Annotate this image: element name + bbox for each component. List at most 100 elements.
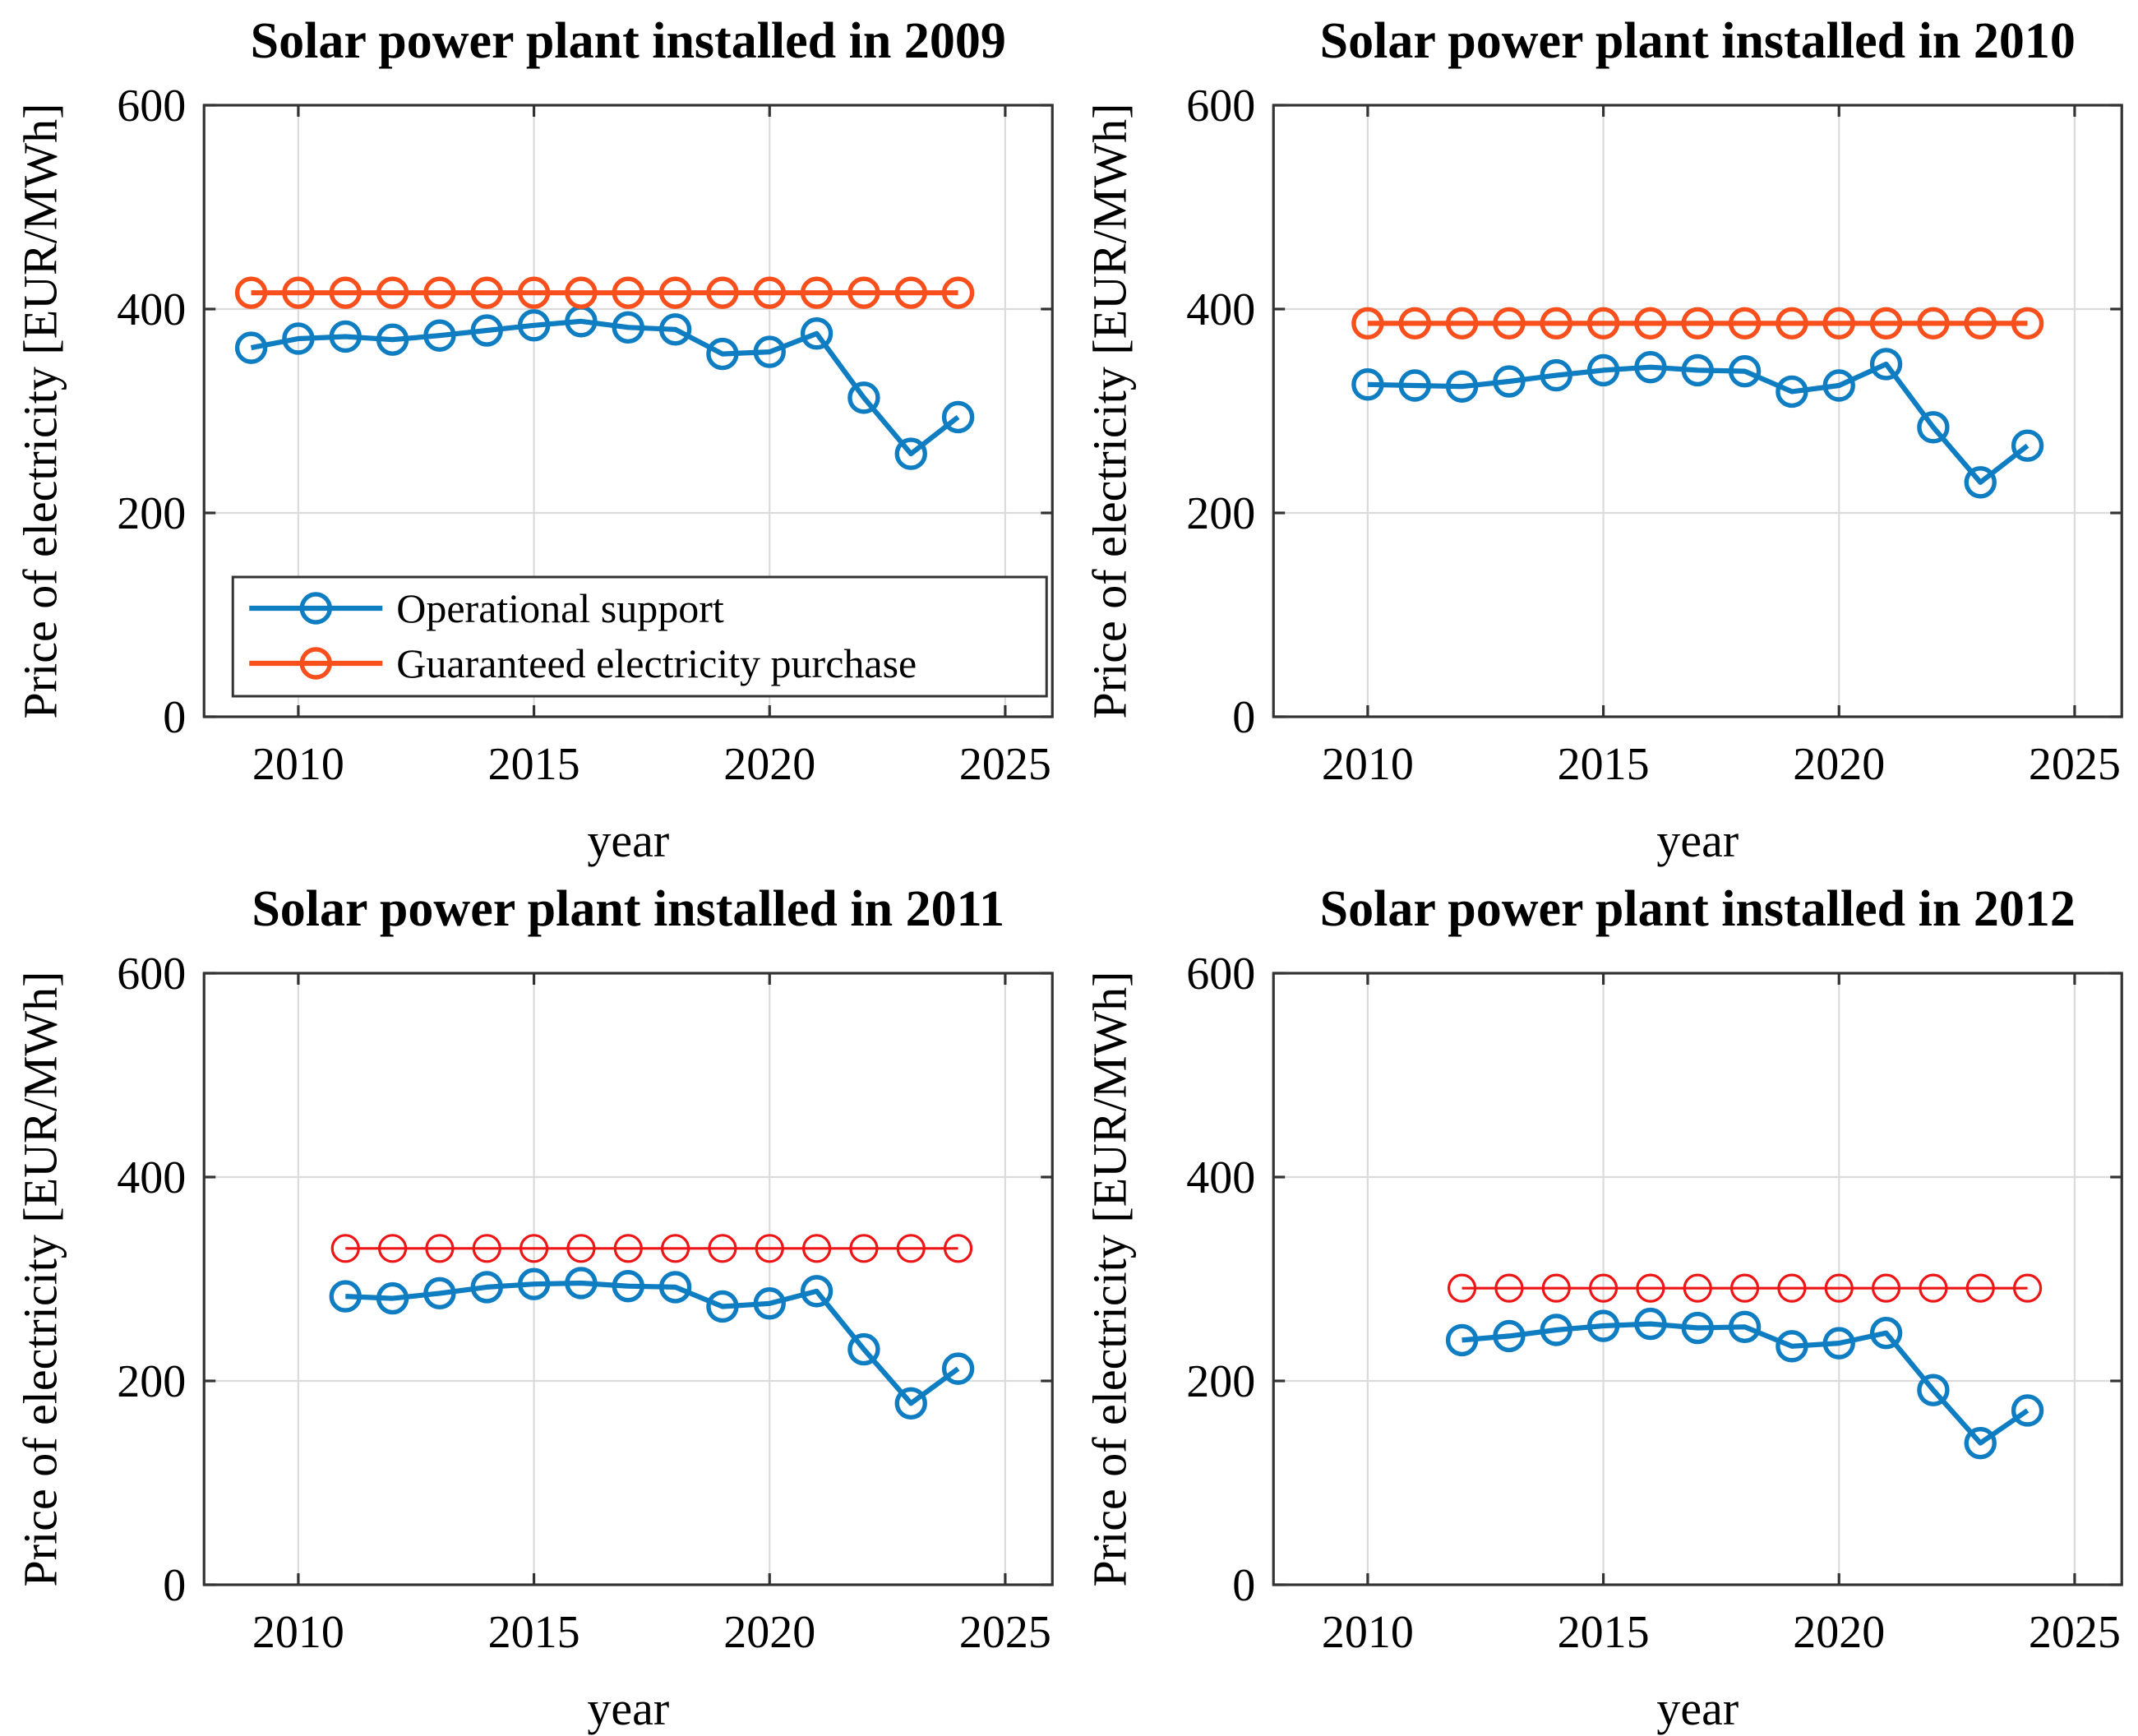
x-tick-label: 2020 xyxy=(723,1607,815,1658)
series-marker-guaranteed xyxy=(753,276,786,309)
y-tick-label: 600 xyxy=(117,81,186,132)
series-marker-operational xyxy=(282,322,315,355)
x-tick-label: 2015 xyxy=(1557,1607,1649,1658)
series-marker-guaranteed xyxy=(1541,1273,1571,1303)
series-marker-operational xyxy=(1916,1374,1950,1406)
series-marker-operational xyxy=(423,319,456,352)
series-marker-guaranteed xyxy=(1494,1273,1524,1303)
series-marker-operational xyxy=(1633,1307,1667,1341)
series-marker-operational xyxy=(1586,1309,1619,1342)
series-marker-operational xyxy=(1775,375,1808,409)
series-marker-operational xyxy=(941,400,975,434)
series-marker-operational xyxy=(658,1271,692,1304)
series-marker-operational xyxy=(234,331,268,364)
series-marker-guaranteed xyxy=(755,1234,784,1263)
y-tick-label: 0 xyxy=(163,692,186,743)
series-marker-guaranteed xyxy=(565,276,598,309)
series-marker-operational xyxy=(2011,429,2043,462)
series-marker-operational xyxy=(1540,1314,1572,1346)
series-marker-operational xyxy=(847,1332,880,1366)
chart-title: Solar power plant installed in 2010 xyxy=(1319,13,2075,69)
series-marker-operational xyxy=(658,313,692,346)
series-marker-operational xyxy=(1869,1317,1902,1350)
series-marker-operational xyxy=(1822,1327,1855,1360)
series-marker-guaranteed xyxy=(706,276,739,309)
series-marker-guaranteed xyxy=(330,1234,360,1263)
series-marker-operational xyxy=(1540,358,1572,392)
series-marker-guaranteed xyxy=(1351,307,1384,340)
series-marker-guaranteed xyxy=(896,1234,926,1263)
x-tick-label: 2025 xyxy=(2028,1607,2120,1658)
x-tick-label: 2020 xyxy=(1793,1607,1885,1658)
y-tick-label: 200 xyxy=(1186,488,1255,539)
y-tick-label: 200 xyxy=(1186,1356,1255,1407)
x-tick-label: 2020 xyxy=(1793,739,1885,790)
y-axis-label: Price of electricity [EUR/MWh] xyxy=(13,104,67,719)
series-marker-guaranteed xyxy=(1729,1273,1759,1303)
series-marker-operational xyxy=(1775,1330,1808,1363)
axes-box xyxy=(1272,104,2123,718)
series-marker-operational xyxy=(376,323,409,356)
y-tick-label: 0 xyxy=(163,1560,186,1611)
series-marker-operational xyxy=(894,1387,927,1420)
x-tick-label: 2010 xyxy=(1321,1607,1413,1658)
y-tick-label: 600 xyxy=(1186,949,1255,1000)
x-tick-label: 2010 xyxy=(1321,739,1413,790)
series-marker-operational xyxy=(1586,353,1619,387)
series-marker-operational xyxy=(1681,1311,1714,1345)
series-marker-operational xyxy=(1964,1426,1997,1460)
series-marker-guaranteed xyxy=(1822,307,1855,340)
series-marker-operational xyxy=(1398,369,1431,402)
series-marker-guaranteed xyxy=(708,1234,737,1263)
series-marker-operational xyxy=(470,314,503,347)
series-marker-guaranteed xyxy=(377,1234,408,1263)
series-marker-guaranteed xyxy=(1683,1273,1712,1303)
legend-sample-marker-operational xyxy=(299,592,332,625)
y-tick-label: 0 xyxy=(1232,1560,1255,1611)
series-marker-operational xyxy=(800,1275,833,1308)
series-marker-operational xyxy=(1728,1310,1761,1343)
series-marker-guaranteed xyxy=(1824,1273,1854,1303)
x-axis-label: year xyxy=(587,1682,669,1735)
axes-box xyxy=(202,104,1054,718)
x-tick-label: 2025 xyxy=(959,1607,1051,1658)
series-marker-operational xyxy=(1964,466,1997,499)
series-marker-operational xyxy=(612,1269,644,1303)
series-marker-operational xyxy=(1681,353,1714,387)
series-marker-operational xyxy=(612,311,644,344)
series-marker-guaranteed xyxy=(1775,307,1808,340)
series-marker-guaranteed xyxy=(1728,307,1761,340)
chart-title: Solar power plant installed in 2009 xyxy=(251,13,1006,69)
series-marker-operational xyxy=(706,337,739,371)
series-marker-guaranteed xyxy=(612,276,644,309)
series-marker-operational xyxy=(565,1267,598,1300)
series-marker-operational xyxy=(941,1352,975,1385)
series-marker-operational xyxy=(847,381,880,414)
x-tick-label: 2025 xyxy=(2028,739,2120,790)
y-tick-label: 200 xyxy=(117,1356,186,1407)
x-tick-label: 2025 xyxy=(959,739,1051,790)
x-tick-label: 2015 xyxy=(1557,739,1649,790)
series-marker-guaranteed xyxy=(1492,307,1526,340)
series-marker-guaranteed xyxy=(1635,1273,1665,1303)
y-axis-label: Price of electricity [EUR/MWh] xyxy=(1083,972,1136,1587)
series-marker-guaranteed xyxy=(517,276,551,309)
series-marker-guaranteed xyxy=(1869,307,1902,340)
series-marker-guaranteed xyxy=(2012,1273,2042,1303)
series-marker-operational xyxy=(753,335,786,368)
series-marker-operational xyxy=(1445,1323,1478,1357)
y-tick-label: 0 xyxy=(1232,692,1255,743)
series-marker-guaranteed xyxy=(613,1234,643,1263)
series-marker-guaranteed xyxy=(1445,307,1478,340)
legend-item-label: Guaranteed electricity purchase xyxy=(396,640,917,686)
x-tick-label: 2020 xyxy=(723,739,815,790)
x-tick-label: 2015 xyxy=(488,1607,580,1658)
series-marker-guaranteed xyxy=(1540,307,1572,340)
series-marker-guaranteed xyxy=(1588,1273,1618,1303)
y-tick-label: 400 xyxy=(117,284,186,335)
series-marker-guaranteed xyxy=(329,276,362,309)
series-marker-operational xyxy=(706,1290,739,1323)
series-marker-operational xyxy=(329,320,362,353)
series-marker-operational xyxy=(1916,411,1950,444)
series-marker-guaranteed xyxy=(472,1234,501,1263)
